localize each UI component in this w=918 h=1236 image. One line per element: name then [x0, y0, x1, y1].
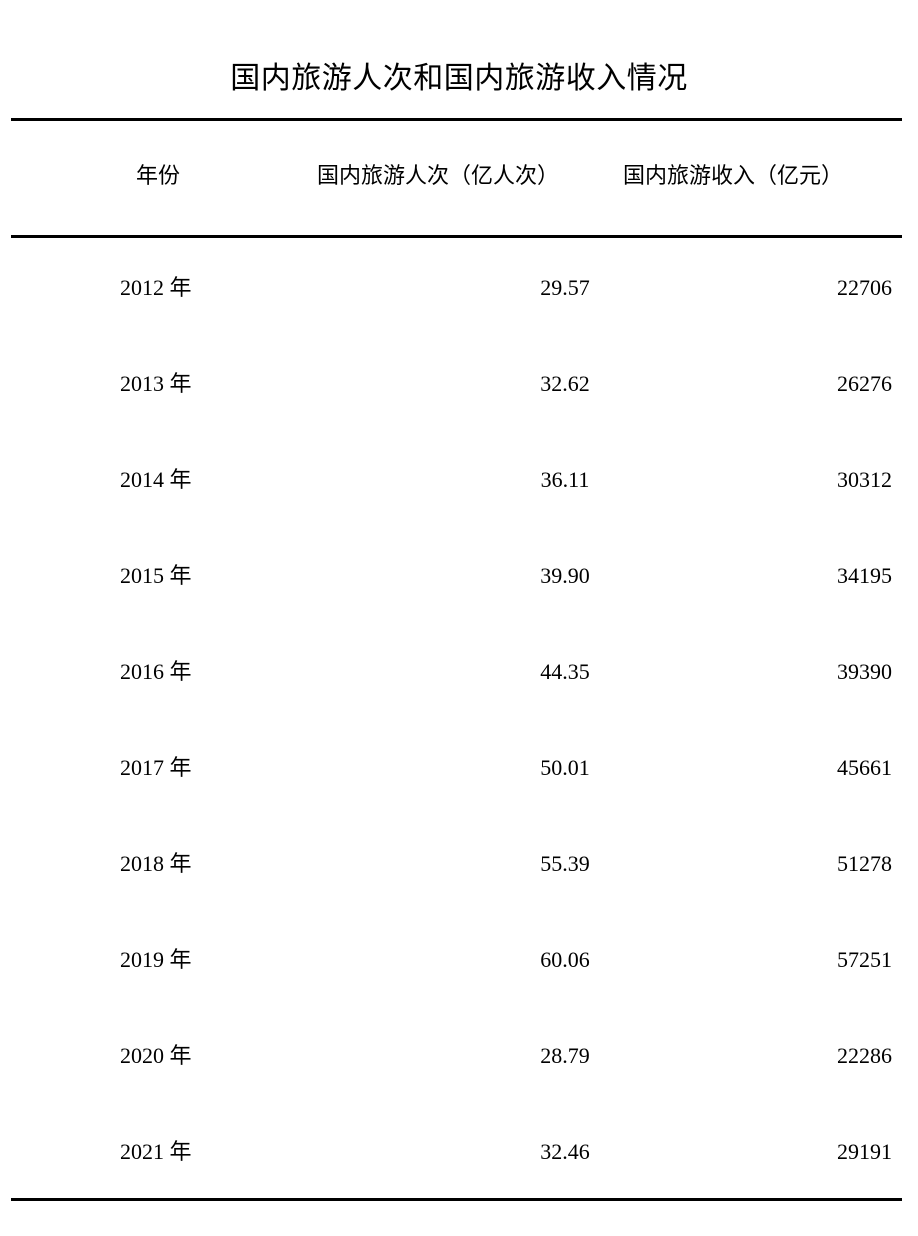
cell-trips: 36.11 — [540, 467, 590, 492]
cell-year: 2013 年 — [120, 371, 192, 396]
cell-year: 2016 年 — [120, 659, 192, 684]
table-bottom-rule — [11, 1198, 902, 1201]
table-row: 2020 年 28.79 22286 — [0, 1006, 918, 1102]
table-row: 2013 年 32.62 26276 — [0, 334, 918, 430]
cell-trips: 44.35 — [540, 659, 590, 684]
table-row: 2014 年 36.11 30312 — [0, 430, 918, 526]
table-row: 2017 年 50.01 45661 — [0, 718, 918, 814]
table-top-rule — [11, 118, 902, 121]
cell-year: 2019 年 — [120, 947, 192, 972]
cell-year: 2018 年 — [120, 851, 192, 876]
cell-trips: 32.46 — [540, 1139, 590, 1164]
column-header-revenue: 国内旅游收入（亿元） — [623, 163, 844, 188]
cell-revenue: 34195 — [837, 563, 892, 588]
cell-revenue: 22286 — [837, 1043, 892, 1068]
cell-trips: 55.39 — [540, 851, 590, 876]
cell-year: 2014 年 — [120, 467, 192, 492]
table-row: 2015 年 39.90 34195 — [0, 526, 918, 622]
cell-revenue: 29191 — [837, 1139, 892, 1164]
page-title: 国内旅游人次和国内旅游收入情况 — [230, 62, 688, 95]
table-header-row: 年份 国内旅游人次（亿人次） 国内旅游收入（亿元） — [0, 160, 918, 200]
cell-trips: 28.79 — [540, 1043, 590, 1068]
cell-revenue: 57251 — [837, 947, 892, 972]
table-row: 2019 年 60.06 57251 — [0, 910, 918, 1006]
cell-revenue: 39390 — [837, 659, 892, 684]
table-row: 2016 年 44.35 39390 — [0, 622, 918, 718]
cell-revenue: 51278 — [837, 851, 892, 876]
cell-trips: 50.01 — [540, 755, 590, 780]
cell-trips: 29.57 — [540, 275, 590, 300]
cell-year: 2017 年 — [120, 755, 192, 780]
cell-year: 2015 年 — [120, 563, 192, 588]
cell-year: 2012 年 — [120, 275, 192, 300]
table-header-rule — [11, 235, 902, 238]
cell-revenue: 26276 — [837, 371, 892, 396]
column-header-year: 年份 — [136, 163, 181, 188]
table-row: 2012 年 29.57 22706 — [0, 238, 918, 334]
cell-year: 2020 年 — [120, 1043, 192, 1068]
column-header-trips: 国内旅游人次（亿人次） — [317, 163, 560, 188]
cell-year: 2021 年 — [120, 1139, 192, 1164]
cell-trips: 39.90 — [540, 563, 590, 588]
cell-revenue: 30312 — [837, 467, 892, 492]
table-row: 2018 年 55.39 51278 — [0, 814, 918, 910]
cell-revenue: 22706 — [837, 275, 892, 300]
cell-trips: 60.06 — [540, 947, 590, 972]
cell-revenue: 45661 — [837, 755, 892, 780]
table-body: 2012 年 29.57 22706 2013 年 32.62 26276 20… — [0, 238, 918, 1198]
table-row: 2021 年 32.46 29191 — [0, 1102, 918, 1198]
cell-trips: 32.62 — [540, 371, 590, 396]
